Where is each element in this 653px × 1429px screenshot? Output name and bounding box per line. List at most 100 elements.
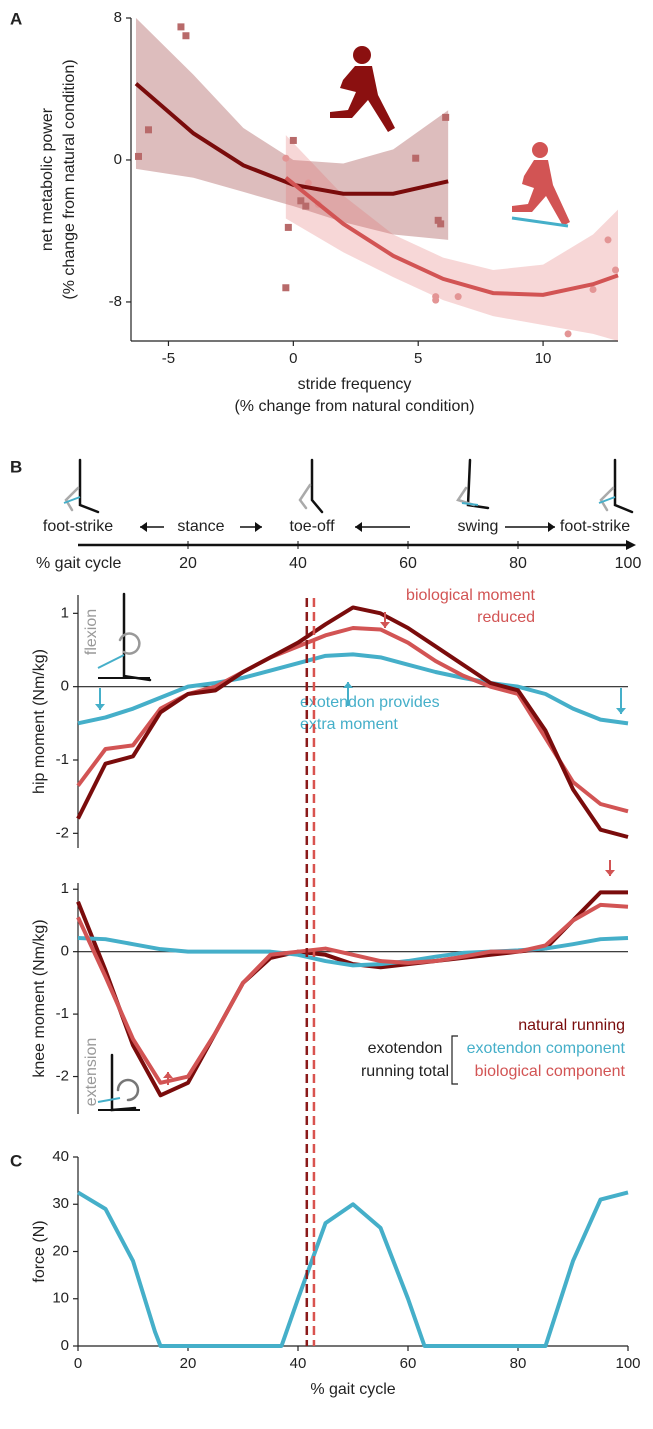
annotation: biological moment (406, 587, 536, 604)
data-point (604, 236, 612, 244)
legend-bracket (451, 1035, 458, 1085)
data-point (454, 293, 462, 301)
y-tick-label: 0 (61, 943, 69, 960)
y-axis-label: force (N) (31, 1220, 48, 1282)
data-point (282, 154, 290, 162)
arrow-head (616, 708, 626, 714)
gait-tick-label: 20 (179, 555, 197, 572)
data-point (284, 223, 292, 231)
x-tick-label: -5 (162, 350, 175, 367)
data-point (302, 202, 310, 210)
data-point (589, 286, 597, 294)
phase-label: toe-off (289, 518, 335, 535)
arrow-head (380, 622, 390, 628)
y-tick-label: -2 (56, 1068, 69, 1085)
annotation: extra moment (300, 716, 398, 733)
data-point (564, 330, 572, 338)
panel-label: B (10, 457, 22, 476)
data-point (437, 220, 445, 228)
annotation: flexion (83, 609, 100, 655)
y-tick-label: 30 (52, 1195, 69, 1212)
y-tick-label: -1 (56, 1005, 69, 1022)
arrow-head (548, 522, 555, 532)
legend-title: exotendon (368, 1040, 443, 1057)
y-tick-label: 8 (114, 9, 122, 26)
arrow-head (355, 522, 362, 532)
y-tick-label: -2 (56, 824, 69, 841)
runner-icon (330, 46, 395, 132)
y-axis-label: knee moment (Nm/kg) (31, 919, 48, 1077)
data-point (289, 136, 297, 144)
y-tick-label: 0 (114, 151, 122, 168)
annotation: reduced (477, 609, 535, 626)
arrow-head (95, 704, 105, 710)
y-tick-label: 20 (52, 1242, 69, 1259)
data-point (432, 296, 440, 304)
phase-label: stance (177, 518, 224, 535)
y-tick-label: 40 (52, 1148, 69, 1165)
mean-line (76, 1190, 629, 1348)
data-point (304, 179, 312, 187)
x-tick-label: 40 (290, 1355, 307, 1372)
arrow-head (343, 682, 353, 688)
y-axis-label: (% change from natural condition) (61, 59, 78, 299)
runner-icon (511, 142, 570, 228)
x-tick-label: 10 (535, 350, 552, 367)
x-tick-label: 5 (414, 350, 422, 367)
data-point (182, 32, 190, 40)
y-tick-label: 10 (52, 1290, 69, 1307)
leg-glyph (63, 458, 634, 1112)
gait-tick-label: 40 (289, 555, 307, 572)
data-point (144, 126, 152, 134)
mean-line (76, 626, 629, 814)
mean-line (77, 652, 629, 726)
y-tick-label: -1 (56, 751, 69, 768)
y-tick-label: 1 (61, 880, 69, 897)
x-tick-label: 20 (180, 1355, 197, 1372)
axis-label: % gait cycle (36, 555, 121, 572)
annotation: extension (83, 1038, 100, 1107)
confidence-band (135, 18, 449, 240)
gait-tick-label: 100 (615, 555, 642, 572)
x-tick-label: 80 (510, 1355, 527, 1372)
phase-label: foot-strike (560, 518, 630, 535)
panel-label: C (10, 1151, 22, 1170)
x-axis-label: % gait cycle (310, 1381, 395, 1398)
y-axis-label: net metabolic power (39, 107, 56, 251)
data-point (434, 216, 442, 224)
x-axis-label: (% change from natural condition) (234, 398, 474, 415)
y-tick-label: -8 (109, 293, 122, 310)
data-point (412, 154, 420, 162)
mean-line (76, 605, 629, 839)
arrow-head (140, 522, 147, 532)
data-point (297, 197, 305, 205)
y-tick-label: 0 (61, 1337, 69, 1354)
x-tick-label: 0 (74, 1355, 82, 1372)
panel-label: A (10, 9, 22, 28)
data-point (134, 152, 142, 160)
x-tick-label: 100 (615, 1355, 640, 1372)
mean-line (76, 902, 629, 1085)
confidence-band (285, 135, 618, 341)
legend-entry: exotendon component (467, 1040, 626, 1057)
data-point (442, 113, 450, 121)
data-point (177, 23, 185, 31)
legend-title: running total (361, 1063, 449, 1080)
phase-label: foot-strike (43, 518, 113, 535)
arrow-head (255, 522, 262, 532)
data-point (282, 284, 290, 292)
legend-entry: biological component (475, 1063, 626, 1080)
y-tick-label: 1 (61, 604, 69, 621)
gait-tick-label: 60 (399, 555, 417, 572)
data-point (612, 266, 620, 274)
y-tick-label: 0 (61, 678, 69, 695)
legend-entry: natural running (518, 1017, 625, 1034)
phase-label: swing (458, 518, 499, 535)
y-axis-label: hip moment (Nm/kg) (31, 649, 48, 794)
arrow-head (605, 870, 615, 876)
arrow-head (163, 1072, 173, 1078)
x-tick-label: 60 (400, 1355, 417, 1372)
fit-line (284, 176, 619, 297)
